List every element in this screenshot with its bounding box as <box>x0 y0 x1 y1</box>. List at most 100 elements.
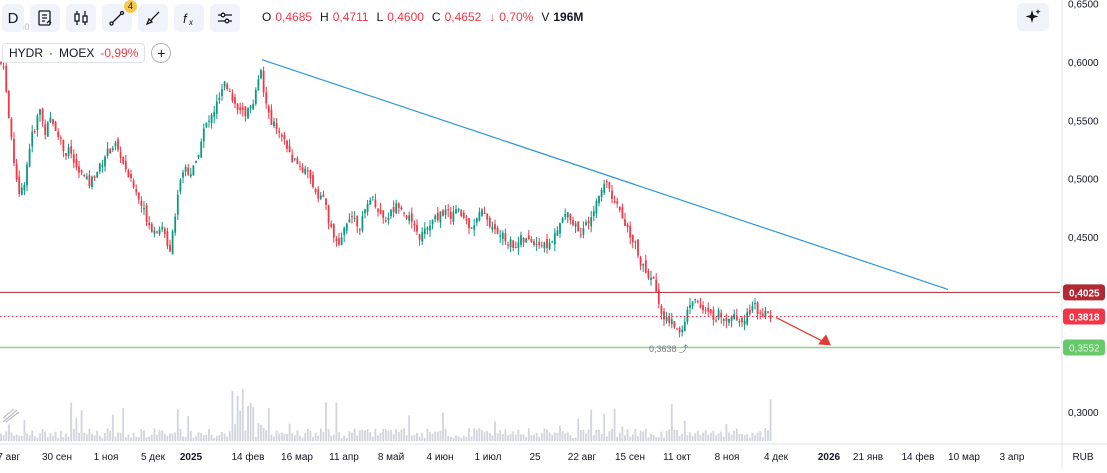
volume-bar <box>616 437 619 441</box>
x-tick-label: 10 мар <box>948 452 980 463</box>
candle-body <box>158 229 161 234</box>
settings-button[interactable] <box>210 4 240 32</box>
volume-bar <box>335 402 338 441</box>
candle-body <box>533 241 535 245</box>
volume-bar <box>322 431 325 441</box>
volume-bar <box>429 431 431 441</box>
symbol-exchange: MOEX <box>59 46 95 60</box>
volume-bar <box>553 432 556 441</box>
timeframe-button[interactable]: D <box>2 4 24 32</box>
candle-body <box>761 313 764 317</box>
candle-body <box>546 239 548 249</box>
candle-body <box>390 209 392 217</box>
candle-body <box>348 219 351 223</box>
candle-body <box>387 217 390 221</box>
candle-body <box>288 145 291 153</box>
document-button[interactable] <box>30 4 60 32</box>
volume-bar <box>512 431 515 441</box>
add-symbol-button[interactable]: + <box>151 43 172 63</box>
candle-body <box>769 314 772 319</box>
volume-bar <box>605 436 608 441</box>
volume-bar <box>478 428 481 441</box>
candle-body <box>57 131 60 138</box>
volume-bar <box>210 434 213 441</box>
candle-body <box>382 210 385 218</box>
candle-body <box>691 301 694 307</box>
candle-body <box>551 241 554 243</box>
volume-bar <box>377 435 379 441</box>
candles-icon <box>74 11 88 25</box>
x-tick-label: 8 ноя <box>715 452 740 463</box>
volume-bar <box>465 436 468 441</box>
candle-body <box>631 235 634 243</box>
price-tag-box <box>1063 308 1105 325</box>
candle-body <box>231 93 234 101</box>
candle-body <box>119 152 122 158</box>
candle-body <box>111 148 114 150</box>
volume-bar <box>676 429 678 441</box>
volume-bar <box>114 436 117 441</box>
candle-body <box>605 180 608 183</box>
volume-bar <box>192 437 195 441</box>
candle-body <box>301 167 304 173</box>
candle-body <box>361 216 364 231</box>
candle-body <box>18 176 21 194</box>
y-tick-label: 0,3000 <box>1068 408 1099 419</box>
candle-body <box>442 210 444 216</box>
volume-bar <box>202 434 205 441</box>
indicators-button[interactable]: 4 <box>102 0 137 32</box>
volume-bar <box>543 428 546 441</box>
volume-bar <box>208 429 210 441</box>
candle-body <box>603 183 606 193</box>
volume-bar <box>530 435 533 441</box>
candle-body <box>265 92 268 104</box>
volume-bar <box>756 432 759 441</box>
volume-bar <box>163 433 166 441</box>
volume-bar <box>527 428 530 441</box>
candle-body <box>299 165 301 167</box>
candle-body <box>270 109 273 125</box>
volume-bar <box>205 434 208 441</box>
candle-body <box>319 195 322 199</box>
volume-bar <box>395 429 398 441</box>
symbol-info[interactable]: HYDR · MOEX -0,99% <box>2 43 146 63</box>
y-tick-label: 0,6000 <box>1068 58 1099 69</box>
candle-body <box>176 194 179 215</box>
volume-bar <box>491 435 494 441</box>
chart-type-button[interactable] <box>66 4 96 32</box>
volume-bar <box>585 433 587 441</box>
candle-body <box>249 105 252 108</box>
candle-body <box>582 228 585 235</box>
candle-body <box>527 235 530 239</box>
candle-body <box>431 219 434 225</box>
volume-bar <box>325 402 327 441</box>
volume-bar <box>384 429 387 441</box>
candle-body <box>78 166 80 173</box>
candle-body <box>452 211 455 222</box>
candle-body <box>293 158 296 160</box>
volume-bar <box>577 418 580 441</box>
candle-body <box>13 139 15 164</box>
volume-bar <box>681 434 684 441</box>
candle-body <box>436 212 439 221</box>
brush-button[interactable] <box>138 4 168 32</box>
candle-body <box>205 122 208 128</box>
ai-assistant-button[interactable] <box>1017 3 1049 31</box>
volume-bar <box>624 435 626 441</box>
candle-body <box>174 216 177 233</box>
candle-body <box>444 209 447 215</box>
candle-body <box>356 215 359 227</box>
volume-bar <box>642 431 645 441</box>
volume-bar <box>582 429 585 441</box>
y-tick-label: 0,5500 <box>1068 116 1099 127</box>
document-icon <box>38 10 52 26</box>
volume-bar <box>267 407 270 441</box>
candle-body <box>187 167 190 175</box>
x-tick-label: 4 июн <box>427 452 454 463</box>
volume-bar <box>80 410 83 441</box>
volume-bar <box>234 424 236 441</box>
volume-bar <box>44 431 47 441</box>
